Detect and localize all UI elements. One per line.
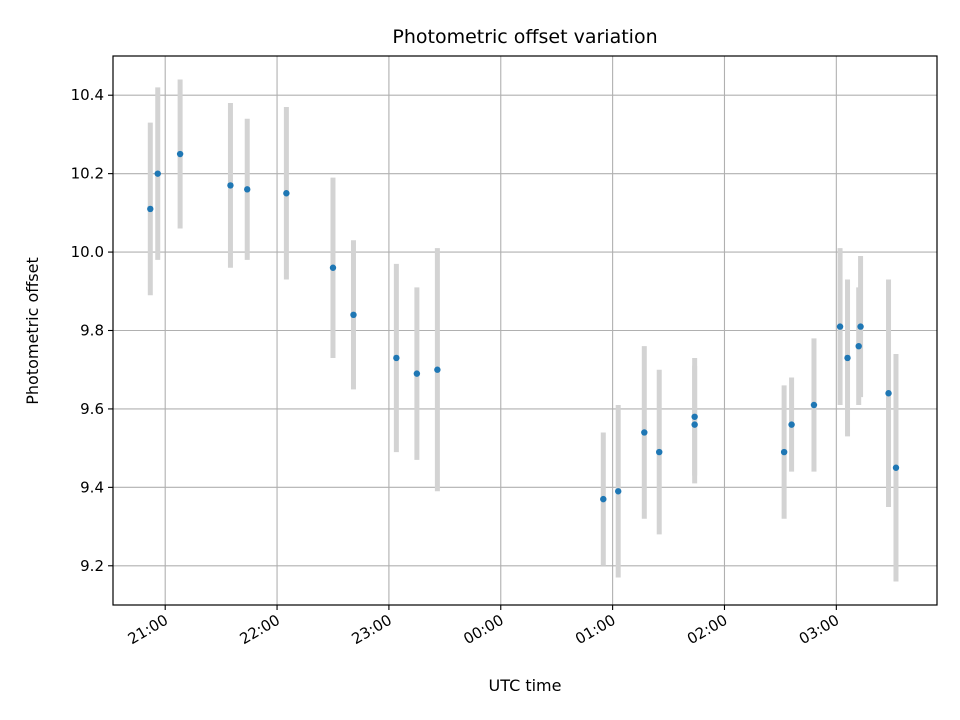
y-tick-label: 9.6 [80,400,104,418]
y-tick-label: 10.4 [71,86,104,104]
data-point [350,311,357,319]
data-point [600,495,607,503]
y-tick-label: 9.8 [80,322,104,340]
data-point [691,421,698,428]
data-point [244,186,251,193]
data-point [885,390,892,397]
y-tick-label: 9.4 [80,478,104,496]
data-point [656,448,663,456]
data-point [810,401,818,409]
data-point [844,354,851,362]
grid [113,56,937,605]
data-point [857,323,864,330]
data-point [154,170,161,177]
y-tick-label: 10.2 [71,165,104,183]
data-point [788,421,795,428]
data-point [892,464,900,471]
data-point [641,429,648,436]
chart-title: Photometric offset variation [392,26,657,48]
y-axis-label: Photometric offset [23,257,42,405]
data-point [413,370,421,377]
data-point [283,190,290,197]
x-axis-label: UTC time [489,676,562,695]
data-point [393,354,400,362]
data-point [227,182,234,189]
data-point [836,323,844,330]
data-point [691,413,698,420]
data-point [434,366,441,373]
data-point [329,264,337,271]
axis-ticks: 21:00 22:00 23:00 00:00 01:00 02:00 03:009.29.… [71,86,843,648]
data-point [176,150,184,158]
data-point [855,342,862,350]
data-point [147,205,154,213]
data-point [780,448,788,456]
data-points [147,150,900,503]
y-tick-label: 10.0 [71,243,104,261]
data-point [615,488,622,495]
y-tick-label: 9.2 [80,557,104,575]
